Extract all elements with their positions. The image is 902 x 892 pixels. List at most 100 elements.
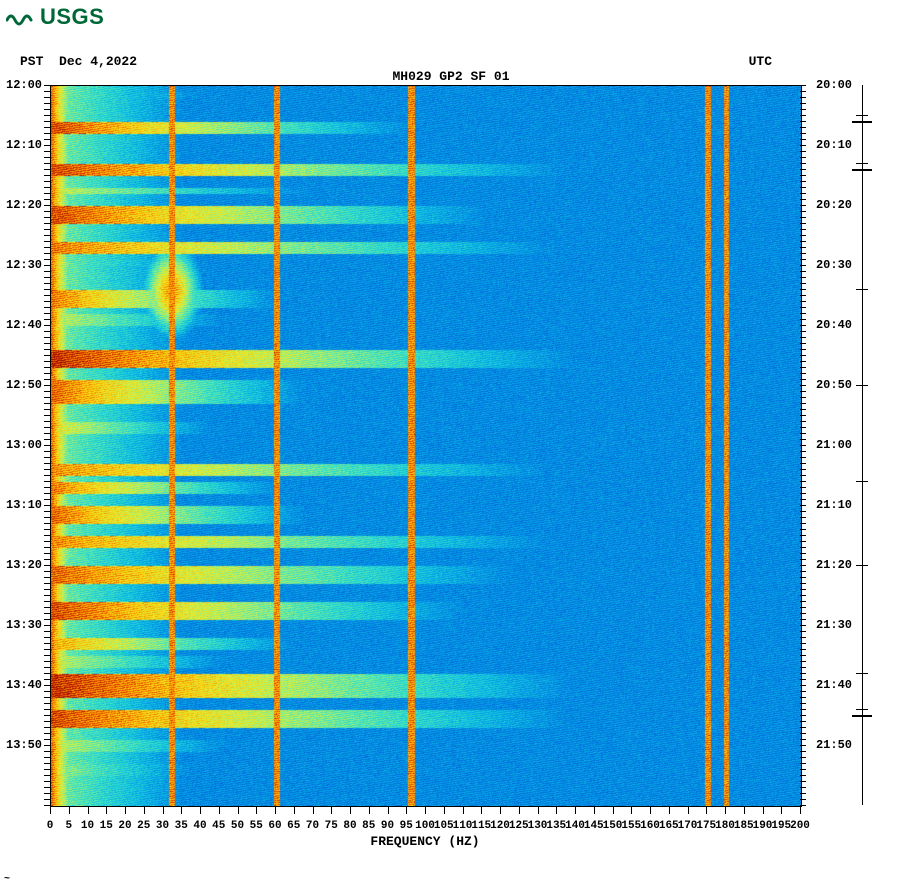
y-right-minor-tick [800, 475, 806, 476]
y-left-minor-tick [44, 433, 50, 434]
y-right-minor-tick [800, 409, 806, 410]
x-tick-label: 135 [546, 820, 566, 832]
y-right-minor-tick [800, 175, 806, 176]
y-left-tick-label: 13:40 [6, 678, 42, 692]
y-left-minor-tick [44, 613, 50, 614]
y-right-minor-tick [800, 727, 806, 728]
y-left-minor-tick [44, 625, 50, 626]
y-right-minor-tick [800, 739, 806, 740]
y-right-minor-tick [800, 325, 806, 326]
chart-title-line1: MH029 GP2 SF 01 [0, 69, 902, 85]
x-tick-mark [313, 806, 314, 814]
y-left-minor-tick [44, 661, 50, 662]
y-left-tick-label: 12:50 [6, 378, 42, 392]
y-left-minor-tick [44, 223, 50, 224]
y-right-minor-tick [800, 361, 806, 362]
y-right-minor-tick [800, 259, 806, 260]
y-right-minor-tick [800, 217, 806, 218]
y-right-minor-tick [800, 511, 806, 512]
y-left-minor-tick [44, 475, 50, 476]
y-right-minor-tick [800, 505, 806, 506]
y-right-minor-tick [800, 151, 806, 152]
y-right-minor-tick [800, 163, 806, 164]
y-left-minor-tick [44, 655, 50, 656]
x-tick-mark [144, 806, 145, 814]
y-left-minor-tick [44, 139, 50, 140]
x-tick-label: 20 [118, 820, 131, 832]
y-left-minor-tick [44, 373, 50, 374]
x-tick-mark [88, 806, 89, 814]
y-left-minor-tick [44, 601, 50, 602]
y-left-tick-label: 13:00 [6, 438, 42, 452]
y-left-minor-tick [44, 319, 50, 320]
x-tick-mark [106, 806, 107, 814]
y-left-minor-tick [44, 121, 50, 122]
left-date: Dec 4,2022 [59, 54, 137, 69]
y-right-minor-tick [800, 691, 806, 692]
y-right-minor-tick [800, 529, 806, 530]
y-left-minor-tick [44, 727, 50, 728]
x-tick-label: 165 [659, 820, 679, 832]
y-right-tick-label: 21:00 [816, 438, 852, 452]
x-tick-label: 185 [734, 820, 754, 832]
y-left-minor-tick [44, 409, 50, 410]
y-left-minor-tick [44, 415, 50, 416]
y-left-minor-tick [44, 367, 50, 368]
x-tick-mark [669, 806, 670, 814]
y-left-minor-tick [44, 361, 50, 362]
y-right-tick-label: 20:20 [816, 198, 852, 212]
y-right-minor-tick [800, 253, 806, 254]
y-right-minor-tick [800, 757, 806, 758]
y-right-minor-tick [800, 457, 806, 458]
y-right-minor-tick [800, 559, 806, 560]
left-tz: PST [20, 54, 43, 69]
y-left-tick-label: 13:30 [6, 618, 42, 632]
x-tick-mark [725, 806, 726, 814]
x-tick-label: 45 [212, 820, 225, 832]
y-right-minor-tick [800, 85, 806, 86]
y-left-minor-tick [44, 271, 50, 272]
y-right-minor-tick [800, 463, 806, 464]
y-left-minor-tick [44, 637, 50, 638]
y-left-minor-tick [44, 427, 50, 428]
y-right-minor-tick [800, 445, 806, 446]
usgs-logo-text: USGS [40, 4, 104, 30]
y-right-minor-tick [800, 697, 806, 698]
y-right-tick-label: 20:00 [816, 78, 852, 92]
y-right-minor-tick [800, 115, 806, 116]
x-tick-label: 115 [471, 820, 491, 832]
event-tick [856, 709, 868, 710]
y-left-minor-tick [44, 115, 50, 116]
y-left-minor-tick [44, 775, 50, 776]
x-tick-mark [331, 806, 332, 814]
x-tick-mark [500, 806, 501, 814]
y-left-minor-tick [44, 229, 50, 230]
y-right-minor-tick [800, 751, 806, 752]
y-right-minor-tick [800, 403, 806, 404]
y-left-tick-label: 12:40 [6, 318, 42, 332]
y-right-minor-tick [800, 673, 806, 674]
x-tick-mark [688, 806, 689, 814]
y-left-minor-tick [44, 607, 50, 608]
y-right-minor-tick [800, 583, 806, 584]
y-left-minor-tick [44, 391, 50, 392]
y-left-minor-tick [44, 691, 50, 692]
y-left-minor-tick [44, 487, 50, 488]
y-right-minor-tick [800, 685, 806, 686]
y-left-minor-tick [44, 643, 50, 644]
y-left-minor-tick [44, 313, 50, 314]
x-tick-mark [294, 806, 295, 814]
y-right-minor-tick [800, 91, 806, 92]
y-right-minor-tick [800, 721, 806, 722]
usgs-logo: USGS [6, 4, 104, 30]
y-left-minor-tick [44, 175, 50, 176]
y-left-minor-tick [44, 679, 50, 680]
y-left-tick-label: 12:10 [6, 138, 42, 152]
y-right-minor-tick [800, 469, 806, 470]
y-left-minor-tick [44, 673, 50, 674]
y-right-minor-tick [800, 631, 806, 632]
y-right-minor-tick [800, 379, 806, 380]
x-tick-label: 200 [790, 820, 810, 832]
x-tick-label: 70 [306, 820, 319, 832]
y-left-minor-tick [44, 595, 50, 596]
